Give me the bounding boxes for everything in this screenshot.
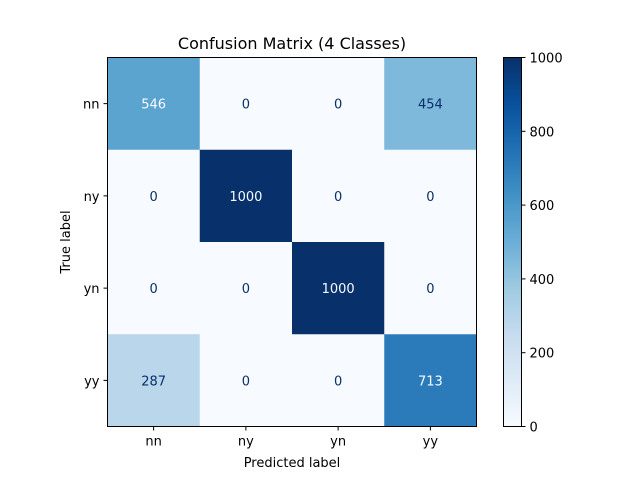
- y-tick-label: ny: [84, 190, 100, 205]
- colorbar-tick-label: 800: [530, 125, 555, 140]
- cell-value-label: 546: [141, 98, 166, 113]
- colorbar-tick-label: 0: [530, 421, 538, 436]
- colorbar: [503, 57, 522, 427]
- cell-value-label: 287: [141, 374, 166, 389]
- cell-value-label: 0: [149, 282, 157, 297]
- cell-value-label: 454: [418, 98, 443, 113]
- heatmap-cell: [384, 242, 477, 335]
- chart-title: Confusion Matrix (4 Classes): [178, 34, 406, 53]
- heatmap-cell: [292, 242, 385, 335]
- cell-value-label: 0: [242, 374, 250, 389]
- colorbar-tick-label: 600: [530, 199, 555, 214]
- cell-value-label: 0: [334, 98, 342, 113]
- colorbar-tick-label: 400: [530, 273, 555, 288]
- heatmap-cell: [292, 57, 385, 151]
- colorbar-tick-label: 200: [530, 347, 555, 362]
- plot-frame: [107, 57, 477, 427]
- x-tick-label: nn: [145, 435, 161, 450]
- heatmap-cell: [199, 149, 293, 243]
- cell-value-label: 1000: [322, 282, 355, 297]
- cell-value-label: 1000: [229, 190, 262, 205]
- x-tick-label: yn: [330, 435, 346, 450]
- x-tick-label: yy: [423, 435, 439, 450]
- cell-value-label: 0: [334, 190, 342, 205]
- colorbar-ticks: 0 200 400 600 800 1000: [521, 52, 563, 436]
- colorbar-tick-label: 1000: [530, 52, 563, 67]
- heatmap-cell: [384, 149, 477, 243]
- heatmap-cell: [292, 149, 385, 243]
- y-tick-label: nn: [83, 98, 99, 113]
- heatmap-cell: [384, 57, 477, 151]
- heatmap-cell: [199, 242, 293, 335]
- heatmap-cell: [292, 334, 385, 427]
- heatmap-cell: [199, 57, 293, 151]
- y-axis-label: True label: [59, 210, 74, 274]
- heatmap-cell: [107, 57, 201, 151]
- heatmap-cell: [107, 149, 201, 243]
- cell-value-label: 0: [149, 190, 157, 205]
- y-tick-label: yy: [84, 374, 100, 389]
- heatmap-cell: [384, 334, 477, 427]
- heatmap-cells: 546 0 0 454 0 1000 0 0 0 0 1000 0 287 0 0 713: [107, 57, 477, 427]
- cell-value-label: 0: [242, 98, 250, 113]
- cell-value-label: 0: [426, 190, 434, 205]
- x-tick-label: ny: [238, 435, 254, 450]
- x-axis-label: Predicted label: [244, 456, 341, 471]
- heatmap-cell: [107, 334, 201, 427]
- cell-value-label: 0: [334, 374, 342, 389]
- x-axis-ticks: nn ny yn yy: [145, 426, 439, 450]
- cell-value-label: 0: [242, 282, 250, 297]
- cell-value-label: 0: [426, 282, 434, 297]
- y-tick-label: yn: [84, 282, 100, 297]
- y-axis-ticks: nn ny yn yy: [83, 98, 108, 389]
- cell-value-label: 713: [418, 374, 443, 389]
- heatmap-cell: [199, 334, 293, 427]
- heatmap-cell: [107, 242, 201, 335]
